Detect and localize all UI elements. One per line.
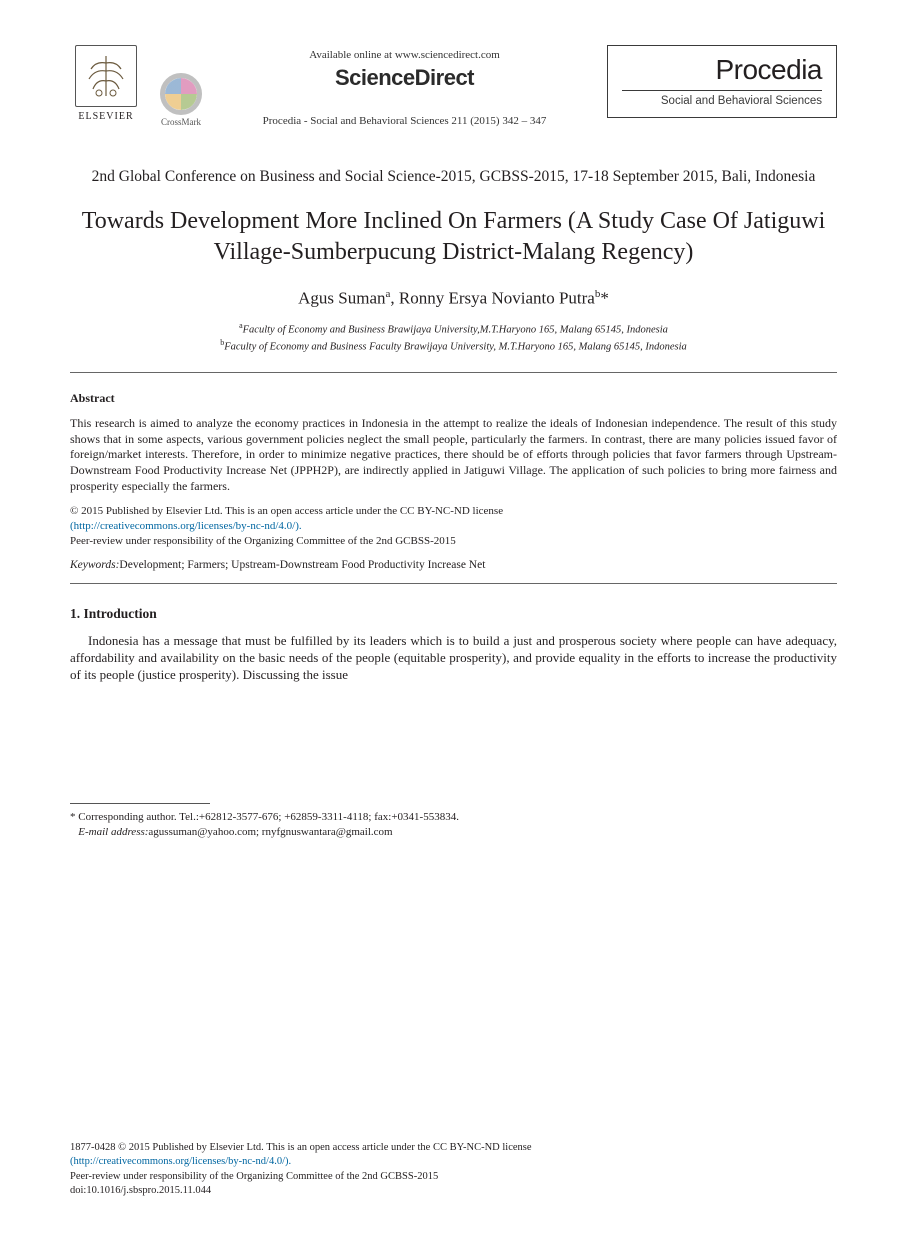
bottom-peer-line: Peer-review under responsibility of the … [70, 1171, 438, 1182]
header: ELSEVIER CrossMark Available online at w… [70, 45, 837, 127]
email-line: E-mail address:agussuman@yahoo.com; rnyf… [70, 825, 837, 840]
abstract-heading: Abstract [70, 391, 837, 406]
crossmark-badge[interactable]: CrossMark [160, 73, 202, 127]
copyright-line: © 2015 Published by Elsevier Ltd. This i… [70, 505, 503, 517]
doi: doi:10.1016/j.sbspro.2015.11.044 [70, 1185, 211, 1196]
footnote-block: * Corresponding author. Tel.:+62812-3577… [70, 810, 837, 840]
abstract-text: This research is aimed to analyze the ec… [70, 416, 837, 494]
affiliations: aFaculty of Economy and Business Brawija… [70, 321, 837, 354]
available-online-text: Available online at www.sciencedirect.co… [309, 49, 500, 61]
journal-citation: Procedia - Social and Behavioral Science… [263, 115, 547, 127]
center-header: Available online at www.sciencedirect.co… [263, 49, 547, 127]
authors: Agus Sumana, Ronny Ersya Novianto Putrab… [70, 288, 837, 309]
conference-info: 2nd Global Conference on Business and So… [70, 167, 837, 188]
left-logos: ELSEVIER CrossMark [70, 45, 202, 127]
affiliation-b: bFaculty of Economy and Business Faculty… [70, 338, 837, 355]
keywords-label: Keywords: [70, 559, 119, 571]
peer-review-line: Peer-review under responsibility of the … [70, 535, 456, 547]
sciencedirect-logo: ScienceDirect [335, 65, 474, 91]
procedia-box: Procedia Social and Behavioral Sciences [607, 45, 837, 118]
rule-top [70, 372, 837, 373]
keywords: Keywords:Development; Farmers; Upstream-… [70, 559, 837, 571]
intro-para-1: Indonesia has a message that must be ful… [70, 632, 837, 683]
procedia-subtitle: Social and Behavioral Sciences [622, 95, 822, 107]
elsevier-label: ELSEVIER [78, 111, 133, 122]
keywords-text: Development; Farmers; Upstream-Downstrea… [119, 559, 485, 571]
corresponding-author: * Corresponding author. Tel.:+62812-3577… [70, 810, 837, 825]
rule-after-keywords [70, 583, 837, 584]
bottom-license-link[interactable]: (http://creativecommons.org/licenses/by-… [70, 1156, 291, 1167]
crossmark-icon [160, 73, 202, 115]
license-link[interactable]: (http://creativecommons.org/licenses/by-… [70, 520, 302, 532]
copyright-block: © 2015 Published by Elsevier Ltd. This i… [70, 504, 837, 549]
crossmark-label: CrossMark [161, 117, 201, 127]
elsevier-tree-icon [75, 45, 137, 107]
intro-heading: 1. Introduction [70, 606, 837, 622]
paper-title: Towards Development More Inclined On Far… [70, 206, 837, 268]
procedia-title: Procedia [622, 54, 822, 91]
issn-line: 1877-0428 © 2015 Published by Elsevier L… [70, 1142, 532, 1153]
elsevier-logo: ELSEVIER [70, 45, 142, 127]
bottom-info: 1877-0428 © 2015 Published by Elsevier L… [70, 1141, 837, 1198]
footnote-rule [70, 803, 210, 804]
email-addresses: agussuman@yahoo.com; rnyfgnuswantara@gma… [148, 826, 392, 838]
email-label: E-mail address: [78, 826, 148, 838]
affiliation-a: aFaculty of Economy and Business Brawija… [70, 321, 837, 338]
